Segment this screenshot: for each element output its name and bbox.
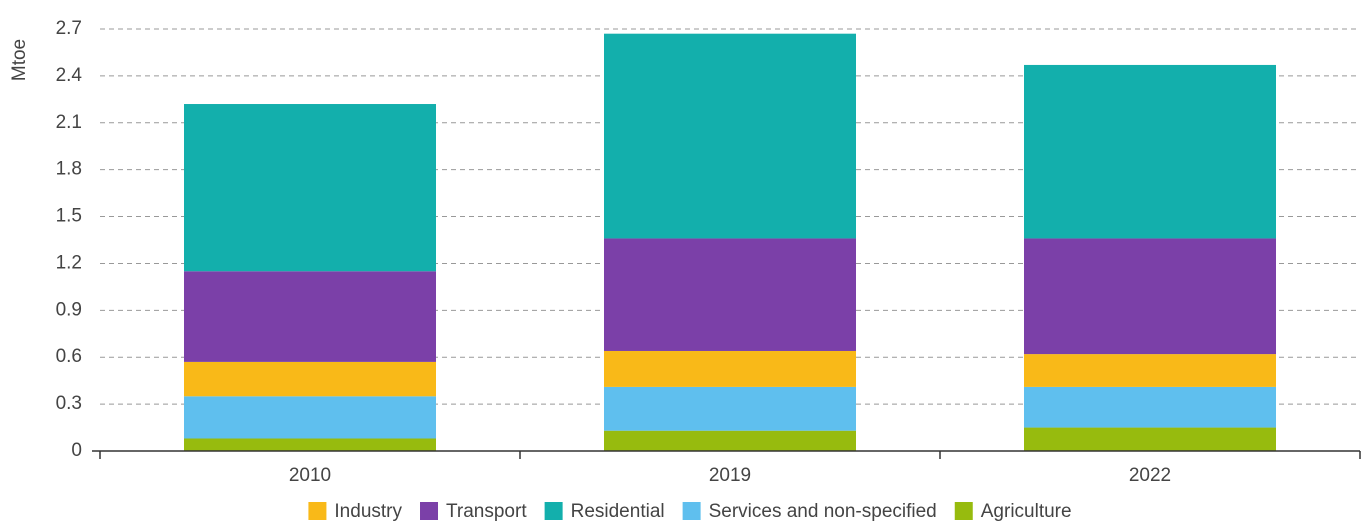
y-tick-label: 2.4 [56,65,83,86]
y-tick-label: 0.3 [56,393,82,414]
bar-segment [1024,386,1276,428]
legend-swatch [954,502,973,520]
legend-swatch [420,502,439,520]
legend-label: Industry [334,501,402,522]
y-tick-label: 0 [71,440,82,461]
legend-label: Transport [446,501,527,522]
x-tick-label: 2022 [1129,465,1171,486]
y-tick-label: 1.5 [56,206,82,227]
y-tick-label: 1.8 [56,159,82,180]
bar-segment [604,386,856,431]
legend-label: Services and non-specified [709,501,937,522]
y-tick-label: 2.7 [56,18,82,39]
bar-segment [184,271,436,362]
bar-segment [1024,354,1276,387]
bar-segment [1024,427,1276,451]
y-tick-label: 0.9 [56,299,82,320]
legend-swatch [544,502,563,520]
bar-segment [184,438,436,451]
bar-segment [184,104,436,272]
x-tick-label: 2019 [709,465,751,486]
bar-segment [184,361,436,397]
legend-swatch [682,502,701,520]
bar-segment [604,430,856,451]
bar-segment [1024,64,1276,239]
y-tick-label: 1.2 [56,252,82,273]
y-tick-label: 2.1 [56,112,82,133]
legend-label: Residential [571,501,665,522]
bar-segment [604,350,856,387]
legend-label: Agriculture [981,501,1072,522]
legend-swatch [308,502,327,520]
y-axis-label: Mtoe [9,39,30,81]
bar-segment [604,33,856,239]
x-tick-label: 2010 [289,465,331,486]
y-tick-label: 0.6 [56,346,82,367]
bar-segment [604,238,856,351]
bar-segment [1024,238,1276,355]
bar-segment [184,396,436,439]
